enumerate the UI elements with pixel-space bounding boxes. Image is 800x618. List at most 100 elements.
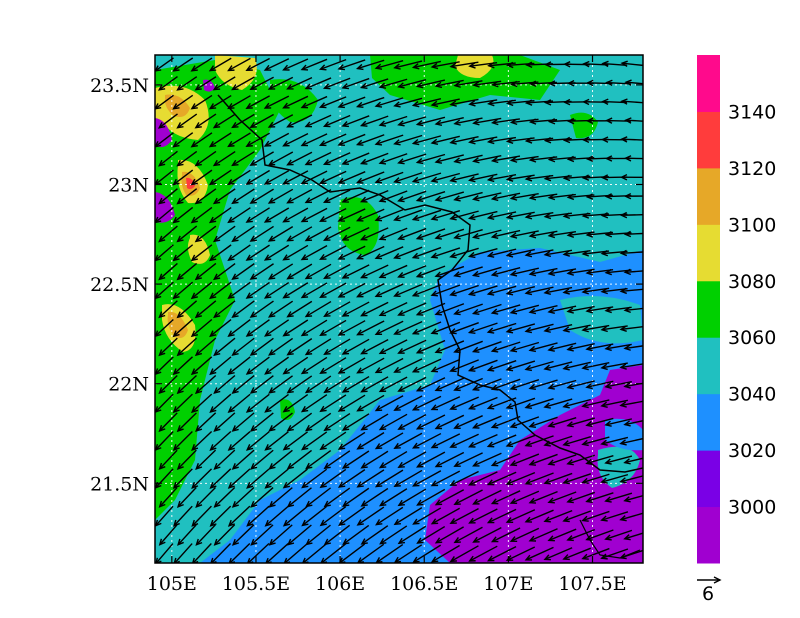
wind-vector-shaft	[563, 361, 591, 370]
wind-vector-shaft	[398, 302, 427, 316]
wind-vector-shaft	[324, 450, 351, 469]
wind-vector-shaft	[625, 307, 643, 312]
y-tick-label: 22.5N	[90, 274, 149, 296]
wind-vector-shaft	[324, 375, 351, 393]
wind-vector-head	[505, 289, 514, 296]
wind-vector-shaft	[268, 226, 294, 242]
wind-vector-shaft	[283, 468, 308, 489]
wind-vector-shaft	[417, 451, 446, 468]
wind-vector-head	[585, 496, 593, 503]
wind-vector-shaft	[435, 489, 465, 506]
wind-vector-shaft	[191, 318, 213, 337]
wind-vector-shaft	[155, 543, 174, 563]
wind-vector-shaft	[450, 173, 479, 182]
wind-vector-head	[411, 138, 420, 146]
wind-vector-head	[249, 235, 257, 242]
wind-vector-shaft	[342, 264, 370, 279]
wind-vector-shaft	[361, 115, 389, 127]
wind-vector-shaft	[375, 208, 404, 221]
wind-vector-head	[300, 64, 309, 71]
wind-vector-head	[378, 424, 387, 431]
wind-vector-shaft	[305, 114, 332, 128]
wind-vector-shaft	[159, 412, 178, 432]
wind-vector-head	[263, 292, 272, 299]
wind-vector-shaft	[177, 487, 197, 508]
wind-vector-shaft	[620, 475, 643, 483]
wind-vector-head	[360, 500, 368, 507]
wind-vector-shaft	[586, 417, 614, 426]
wind-vector-head	[562, 250, 571, 257]
wind-vector-shaft	[338, 171, 366, 184]
wind-vector-shaft	[287, 188, 313, 204]
wind-vector-head	[286, 83, 294, 90]
wind-vector-head	[563, 61, 571, 68]
wind-vector-head	[604, 344, 612, 352]
wind-vector-head	[319, 253, 327, 260]
wind-vector-shaft	[173, 505, 193, 527]
colorbar-label: 3080	[728, 271, 776, 293]
wind-vector-head	[472, 460, 480, 467]
wind-vector-shaft	[338, 431, 366, 450]
wind-vector-head	[245, 292, 253, 299]
wind-vector-head	[263, 216, 272, 223]
wind-vector-head	[341, 158, 349, 165]
wind-vector-head	[547, 80, 556, 87]
wind-vector-shaft	[301, 431, 328, 450]
wind-vector-head	[449, 290, 457, 297]
wind-vector-shaft	[228, 207, 251, 223]
wind-vector-head	[449, 518, 457, 525]
wind-vector-shaft	[380, 525, 408, 545]
wind-vector-shaft	[209, 169, 232, 185]
wind-vector-shaft	[379, 264, 408, 278]
plot-frame	[154, 54, 644, 564]
wind-vector-head	[341, 83, 350, 90]
wind-vector-shaft	[624, 494, 643, 502]
wind-vector-head	[567, 79, 575, 87]
wind-vector-head	[581, 401, 589, 409]
wind-vector-shaft	[435, 303, 465, 315]
wind-vector-shaft	[413, 97, 442, 107]
wind-vector-head	[190, 178, 198, 186]
wind-vector-shaft	[301, 245, 328, 261]
wind-vector-head	[356, 367, 364, 374]
wind-vector-shaft	[210, 468, 232, 489]
wind-vector-head	[323, 500, 331, 508]
wind-vector-head	[543, 212, 552, 220]
wind-vector-head	[341, 386, 350, 393]
wind-vector-shaft	[506, 509, 536, 523]
wind-vector-head	[600, 401, 608, 408]
colorbar-label: 3120	[728, 158, 776, 180]
wind-vector-shaft	[232, 337, 255, 356]
wind-vector-head	[250, 463, 258, 470]
wind-vector-shaft	[283, 170, 309, 185]
wind-vector-shaft	[265, 543, 289, 563]
wind-vector-head	[490, 460, 499, 467]
wind-vector-shaft	[250, 449, 274, 470]
wind-vector-head	[379, 538, 387, 545]
wind-vector-shaft	[413, 507, 442, 525]
wind-vector-shaft	[357, 245, 385, 260]
wind-vector-head	[263, 102, 272, 109]
wind-vector-head	[323, 235, 331, 241]
wind-vector-head	[449, 100, 457, 107]
wind-vector-head	[231, 463, 239, 470]
wind-vector-head	[393, 328, 401, 335]
wind-vector-shaft	[250, 76, 274, 90]
wind-vector-shaft	[320, 96, 347, 108]
wind-vector-head	[509, 346, 518, 353]
wind-vector-shaft	[264, 244, 290, 261]
wind-vector-head	[581, 174, 590, 181]
wind-vector-head	[505, 517, 514, 524]
wind-vector-shaft	[625, 232, 643, 235]
wind-vector-shaft	[173, 468, 193, 489]
wind-vector-shaft	[250, 337, 274, 356]
colorbar-label: 3020	[728, 440, 776, 462]
wind-vector-shaft	[361, 301, 389, 317]
wind-vector-head	[194, 311, 203, 319]
wind-vector-head	[172, 141, 180, 148]
wind-vector-shaft	[601, 399, 628, 407]
wind-vector-head	[378, 82, 387, 89]
wind-vector-head	[286, 159, 294, 166]
wind-vector-shaft	[435, 414, 465, 430]
